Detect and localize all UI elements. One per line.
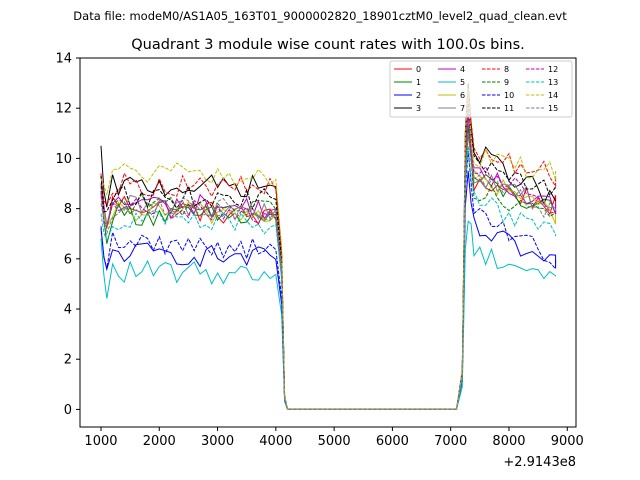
series-layer xyxy=(100,83,557,410)
legend-label: 5 xyxy=(460,78,465,87)
series-line-0 xyxy=(100,133,557,410)
chart-suptitle: Data file: modeM0/AS1A05_163T01_90000028… xyxy=(73,9,567,23)
series-line-14 xyxy=(100,88,557,410)
legend-frame xyxy=(389,60,573,118)
series-line-8 xyxy=(100,95,557,410)
series-line-6 xyxy=(100,120,557,410)
y-tick-label: 10 xyxy=(55,152,72,167)
x-tick-label: 4000 xyxy=(259,434,292,449)
x-tick-label: 1000 xyxy=(84,434,117,449)
chart-title: Quadrant 3 module wise count rates with … xyxy=(131,37,525,53)
legend-label: 12 xyxy=(548,65,558,74)
legend-label: 8 xyxy=(504,65,509,74)
y-tick-label: 4 xyxy=(64,303,72,318)
y-tick-label: 2 xyxy=(64,353,72,368)
series-line-12 xyxy=(100,108,557,410)
legend-label: 0 xyxy=(416,65,421,74)
series-line-10 xyxy=(100,150,557,410)
x-tick-label: 7000 xyxy=(434,434,467,449)
legend-label: 14 xyxy=(548,91,558,100)
legend-label: 9 xyxy=(504,78,509,87)
legend-label: 2 xyxy=(416,91,421,100)
series-line-11 xyxy=(100,103,557,410)
series-line-2 xyxy=(100,170,557,410)
series-line-13 xyxy=(100,145,557,410)
series-line-4 xyxy=(100,113,557,410)
x-tick-label: 5000 xyxy=(318,434,351,449)
y-tick-label: 14 xyxy=(55,52,72,67)
legend-label: 11 xyxy=(504,104,514,113)
series-line-15 xyxy=(100,133,557,410)
x-tick-label: 9000 xyxy=(551,434,584,449)
x-axis: 1000 2000 3000 4000 5000 6000 7000 8000 9000 xyxy=(84,427,584,449)
legend-label: 1 xyxy=(416,78,421,87)
x-tick-label: 3000 xyxy=(201,434,234,449)
y-tick-label: 0 xyxy=(64,403,72,418)
y-tick-label: 8 xyxy=(64,202,72,217)
series-line-9 xyxy=(100,125,557,410)
legend-label: 13 xyxy=(548,78,558,87)
legend-label: 7 xyxy=(460,104,465,113)
y-axis: 0 2 4 6 8 10 12 14 xyxy=(55,52,80,418)
series-line-7 xyxy=(100,120,557,410)
y-tick-label: 6 xyxy=(64,252,72,267)
x-tick-label: 8000 xyxy=(492,434,525,449)
legend-label: 3 xyxy=(416,104,421,113)
y-tick-label: 12 xyxy=(55,102,72,117)
legend-label: 6 xyxy=(460,91,465,100)
x-tick-label: 6000 xyxy=(376,434,409,449)
x-tick-label: 2000 xyxy=(143,434,176,449)
legend-label: 15 xyxy=(548,104,558,113)
plot-area xyxy=(79,57,577,428)
series-line-5 xyxy=(100,220,557,410)
x-offset-label: +2.9143e8 xyxy=(503,455,576,470)
legend-label: 10 xyxy=(504,91,514,100)
legend-label: 4 xyxy=(460,65,465,74)
